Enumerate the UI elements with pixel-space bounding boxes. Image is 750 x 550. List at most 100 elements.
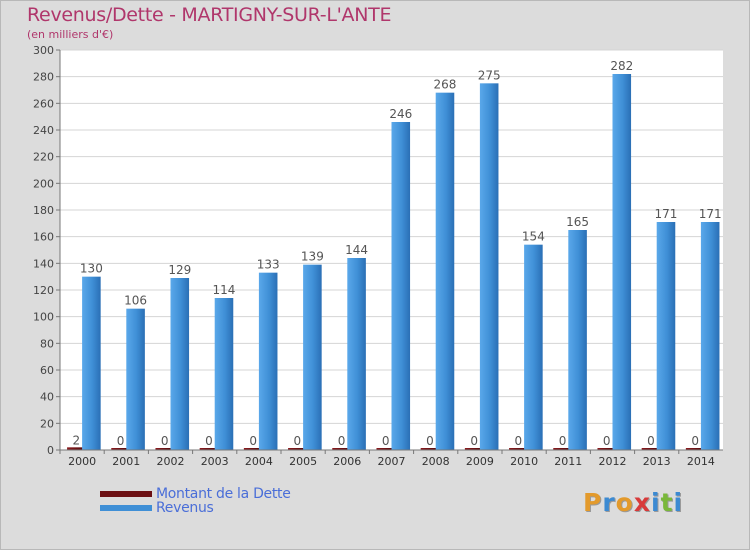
bar-label-revenue-2008: 268 [434,78,457,92]
bar-label-revenue-2013: 171 [655,207,678,221]
bar-label-debt-2002: 0 [161,434,169,448]
bar-debt-2004 [243,448,263,450]
logo-letter: P [583,488,603,517]
bar-debt-2010 [509,448,528,450]
y-tick-label: 300 [33,44,54,57]
x-tick-label-2000: 2000 [68,455,96,468]
logo-letter: i [673,488,684,517]
bar-revenue-2005 [303,264,322,450]
bar-revenue-2002 [170,278,190,450]
bar-debt-2005 [288,448,307,450]
legend-label-debt: Montant de la Dette [156,486,291,502]
x-tick-label-2009: 2009 [466,455,494,468]
bar-label-revenue-2014: 171 [699,207,722,221]
bar-debt-2001 [111,448,130,450]
y-tick-label: 80 [40,337,54,350]
y-tick-label: 40 [40,391,54,404]
bar-debt-2000 [67,447,86,450]
logo-letter: o [615,488,634,517]
bar-label-debt-2012: 0 [603,434,611,448]
bar-label-debt-2011: 0 [559,434,567,448]
y-tick-label: 280 [33,71,54,84]
legend-swatch-revenue [100,505,152,511]
x-tick-label-2014: 2014 [687,455,715,468]
x-tick-label-2011: 2011 [554,455,582,468]
bar-label-debt-2005: 0 [294,434,302,448]
x-tick-label-2002: 2002 [157,455,185,468]
x-tick-label-2006: 2006 [333,455,361,468]
bar-label-revenue-2007: 246 [389,107,412,121]
proxiti-logo: Proxiti [583,488,683,517]
y-tick-label: 20 [40,417,54,430]
bar-label-debt-2000: 2 [73,433,81,447]
bar-label-debt-2003: 0 [205,434,213,448]
bar-label-revenue-2010: 154 [522,230,545,244]
bar-debt-2008 [420,448,440,450]
legend-swatch-debt [100,491,152,497]
legend: Montant de la Dette Revenus [100,486,291,516]
bar-revenue-2013 [656,222,676,450]
bar-debt-2014 [685,448,705,450]
bar-label-revenue-2011: 165 [566,215,589,229]
logo-letter: x [633,488,651,517]
bar-label-revenue-2006: 144 [345,243,368,257]
y-tick-label: 200 [33,177,54,190]
bar-debt-2002 [155,448,175,450]
x-tick-label-2013: 2013 [643,455,671,468]
y-tick-label: 220 [33,151,54,164]
bar-revenue-2014 [700,222,720,450]
bar-debt-2007 [376,448,396,450]
chart-subtitle: (en milliers d'€) [27,28,114,41]
bar-debt-2011 [553,448,572,450]
bar-label-revenue-2002: 129 [168,263,191,277]
bar-revenue-2000 [82,276,101,450]
bar-revenue-2006 [347,258,366,450]
x-tick-label-2010: 2010 [510,455,538,468]
bar-label-revenue-2012: 282 [610,59,633,73]
y-tick-label: 240 [33,124,54,137]
bar-label-revenue-2005: 139 [301,250,324,264]
bar-revenue-2008 [435,92,455,451]
bar-label-revenue-2003: 114 [213,283,236,297]
x-tick-label-2004: 2004 [245,455,273,468]
y-tick-label: 180 [33,204,54,217]
bar-revenue-2003 [214,298,234,450]
bar-label-debt-2001: 0 [117,434,125,448]
bar-label-revenue-2000: 130 [80,262,103,276]
bar-label-debt-2010: 0 [515,434,523,448]
bar-label-debt-2014: 0 [691,434,699,448]
x-tick-label-2012: 2012 [599,455,627,468]
bar-label-debt-2008: 0 [426,434,434,448]
x-tick-label-2005: 2005 [289,455,317,468]
bar-revenue-2009 [479,83,499,450]
bar-label-debt-2006: 0 [338,434,346,448]
bar-revenue-2007 [391,122,411,450]
bar-debt-2009 [464,448,484,450]
legend-label-revenue: Revenus [156,500,214,516]
chart-title: Revenus/Dette - MARTIGNY-SUR-L'ANTE [27,4,392,26]
x-tick-label-2008: 2008 [422,455,450,468]
bar-debt-2006 [332,448,351,450]
bar-label-revenue-2001: 106 [124,294,147,308]
legend-item-debt: Montant de la Dette [100,486,291,502]
bar-label-debt-2007: 0 [382,434,390,448]
y-tick-label: 140 [33,257,54,270]
bar-label-revenue-2009: 275 [478,68,501,82]
bar-label-debt-2009: 0 [470,434,478,448]
bar-label-revenue-2004: 133 [257,258,280,272]
bar-label-debt-2004: 0 [249,434,257,448]
y-tick-label: 60 [40,364,54,377]
x-tick-label-2001: 2001 [112,455,140,468]
x-tick-label-2003: 2003 [201,455,229,468]
y-tick-label: 260 [33,97,54,110]
logo-letter: t [660,488,674,517]
bar-revenue-2001 [126,308,145,450]
bar-debt-2012 [597,448,617,450]
x-tick-label-2007: 2007 [378,455,406,468]
y-tick-label: 100 [33,311,54,324]
bar-debt-2013 [641,448,661,450]
bar-label-debt-2013: 0 [647,434,655,448]
logo-letter: r [602,488,616,517]
bar-revenue-2010 [524,244,543,450]
legend-item-revenue: Revenus [100,500,291,516]
